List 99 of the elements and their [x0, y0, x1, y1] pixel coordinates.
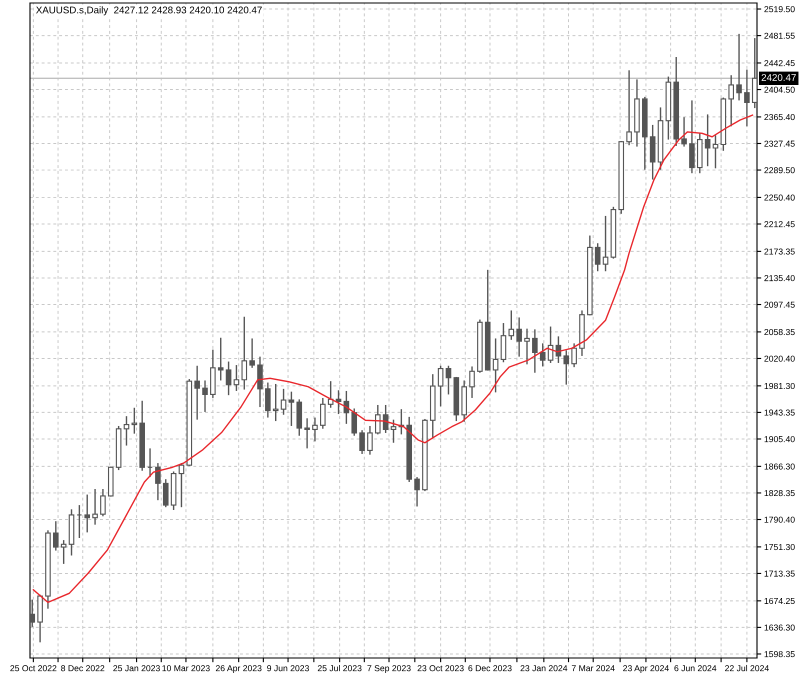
- x-tick-label: 23 Jan 2024: [520, 665, 568, 672]
- candlestick: [272, 384, 278, 422]
- candlestick: [100, 488, 106, 516]
- candlestick: [469, 366, 475, 398]
- candlestick: [500, 323, 506, 362]
- x-tick-label: 25 Jul 2023: [318, 664, 362, 672]
- candlestick: [359, 430, 365, 454]
- candlestick: [594, 243, 600, 272]
- candlestick: [60, 540, 66, 564]
- candlestick: [162, 479, 169, 508]
- candlestick: [336, 390, 342, 414]
- y-tick-label: 2327.45: [764, 140, 795, 147]
- y-tick-label: 1636.30: [764, 624, 795, 631]
- chart-title: XAUUSD.s,Daily 2427.12 2428.93 2420.10 2420.47: [36, 6, 262, 16]
- candlestick: [744, 70, 750, 126]
- candlestick: [265, 382, 271, 418]
- y-tick-label: 2404.50: [764, 86, 795, 93]
- candlestick: [226, 362, 232, 396]
- candlestick: [438, 366, 444, 406]
- ref-line-label: 2420.47: [762, 74, 796, 81]
- x-tick-label: 6 Dec 2023: [468, 665, 512, 672]
- y-tick-label: 2212.45: [764, 221, 795, 228]
- candlestick: [312, 418, 318, 442]
- candlestick: [414, 477, 420, 506]
- y-tick-label: 2173.35: [764, 248, 795, 255]
- y-tick-label: 2289.50: [764, 167, 795, 174]
- candlestick: [320, 398, 326, 429]
- candlestick: [132, 408, 138, 434]
- y-tick-label: 2097.45: [764, 302, 795, 308]
- candlestick: [194, 366, 200, 420]
- y-tick-label: 2020.40: [764, 356, 795, 362]
- x-tick-label: 7 Mar 2024: [572, 665, 615, 672]
- candlestick: [712, 135, 718, 168]
- candlestick: [241, 316, 248, 390]
- candlestick: [540, 343, 546, 366]
- y-tick-label: 2365.40: [764, 114, 795, 120]
- candlestick: [532, 329, 538, 373]
- candlestick: [508, 310, 514, 340]
- candlestick: [382, 404, 388, 433]
- x-tick-label: 25 Oct 2022: [10, 665, 56, 672]
- candlestick: [492, 338, 498, 392]
- candlestick: [563, 350, 570, 385]
- y-tick-label: 2481.55: [764, 32, 795, 39]
- candlestick: [30, 600, 36, 627]
- y-tick-label: 1713.35: [764, 570, 795, 577]
- y-tick-label: 1598.35: [764, 651, 795, 658]
- x-tick-label: 10 Mar 2023: [162, 665, 210, 672]
- y-tick-label: 2135.40: [764, 275, 795, 282]
- candlestick: [249, 338, 255, 368]
- candlestick: [304, 418, 310, 448]
- candlestick: [524, 328, 530, 364]
- y-tick-label: 1790.40: [764, 516, 795, 523]
- candlestick: [374, 404, 381, 434]
- candlestick: [178, 463, 184, 508]
- y-tick-label: 1905.40: [764, 436, 795, 442]
- candlestick: [351, 408, 358, 436]
- x-tick-label: 6 Jun 2024: [674, 665, 716, 672]
- y-tick-label: 2442.45: [764, 60, 795, 66]
- line-series: [32, 114, 754, 604]
- y-tick-label: 1674.25: [764, 598, 795, 604]
- y-tick-label: 1981.30: [764, 382, 795, 390]
- y-tick-label: 2250.40: [764, 194, 795, 201]
- candlestick: [689, 100, 695, 174]
- y-tick-label: 1828.35: [764, 490, 795, 496]
- candlestick: [736, 34, 742, 100]
- candlestick: [446, 366, 452, 394]
- candlestick: [390, 420, 396, 443]
- candlestick: [234, 365, 240, 391]
- candlestick: [257, 356, 263, 408]
- x-tick-label: 9 Jun 2023: [267, 665, 309, 672]
- x-tick-label: 8 Dec 2022: [61, 665, 104, 672]
- candlestick: [704, 114, 710, 166]
- candlestick: [155, 463, 161, 500]
- x-tick-label: 26 Apr 2023: [216, 665, 262, 673]
- candlestick: [202, 380, 208, 412]
- x-tick-label: 23 Oct 2023: [418, 665, 464, 672]
- y-tick-label: 2058.35: [764, 329, 795, 336]
- x-tick-label: 7 Sep 2023: [367, 665, 411, 673]
- y-tick-label: 1751.30: [764, 544, 795, 550]
- candlestick: [124, 416, 130, 446]
- y-tick-label: 1866.30: [764, 463, 795, 470]
- candlestick: [84, 494, 90, 532]
- candlestick: [218, 338, 224, 380]
- candlestick: [516, 317, 522, 357]
- x-tick-label: 22 Jul 2024: [725, 664, 769, 672]
- candlestick: [681, 117, 687, 147]
- candlestick: [280, 388, 286, 415]
- x-tick-label: 25 Jan 2023: [113, 665, 160, 672]
- candlestick: [367, 426, 373, 455]
- candlestick: [92, 488, 98, 525]
- candlestick: [53, 521, 59, 551]
- candlestick: [728, 75, 734, 126]
- candlestick: [288, 392, 294, 426]
- candlestick: [602, 216, 608, 272]
- x-tick-label: 23 Apr 2024: [623, 665, 669, 673]
- candlestick: [571, 343, 577, 368]
- candlestick: [626, 70, 632, 146]
- y-tick-label: 1943.35: [764, 410, 795, 416]
- y-tick-label: 2519.50: [764, 6, 795, 12]
